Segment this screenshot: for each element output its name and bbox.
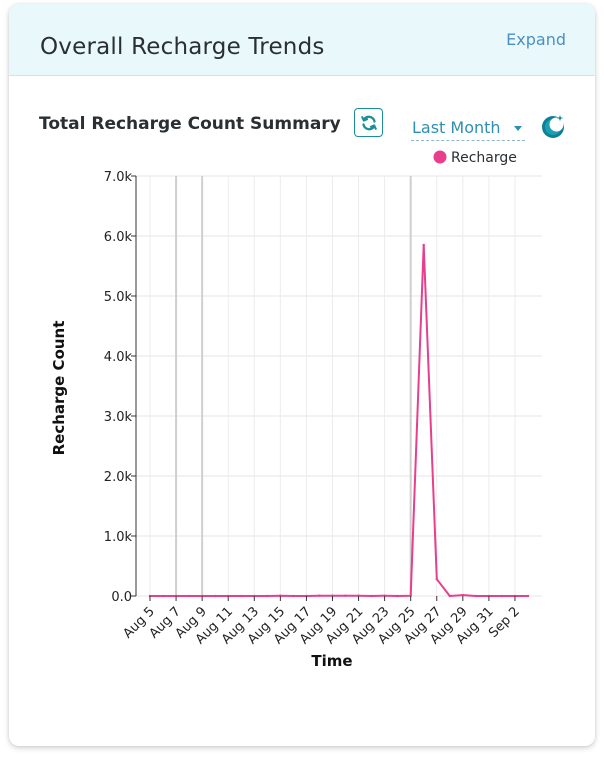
data-point-recharge [161,594,165,598]
data-point-recharge [266,594,269,598]
data-point-recharge [292,594,295,598]
y-tick-label: 5.0k [104,290,133,305]
legend-label-recharge: Recharge [451,150,517,166]
y-tick-label: 0.0 [111,590,132,605]
data-point-recharge [370,594,373,598]
y-tick-label: 2.0k [104,470,133,485]
data-point-recharge [461,593,465,597]
chart-title: Total Recharge Count Summary [39,114,341,134]
data-point-recharge [422,243,425,247]
card-title: Overall Recharge Trends [40,34,325,60]
data-point-recharge [240,594,243,598]
data-point-recharge [474,594,478,598]
data-point-recharge [409,594,412,597]
chevron-down-icon [514,126,522,131]
y-axis-title: Recharge Count [50,321,68,456]
time-range-select[interactable]: Last Month [411,118,525,141]
data-point-recharge [435,578,438,581]
data-point-recharge [279,594,282,597]
data-point-recharge [213,594,217,598]
data-point-recharge [357,594,360,597]
data-point-recharge [396,594,399,598]
recharge-trends-card: Overall Recharge Trends Expand Total Rec… [9,4,595,746]
data-point-recharge [526,594,530,598]
data-point-recharge [331,594,334,597]
y-tick-label: 4.0k [104,350,133,365]
theme-toggle-button[interactable] [541,114,567,140]
card-header: Overall Recharge Trends Expand [9,4,595,76]
expand-link[interactable]: Expand [506,30,566,49]
theme-toggle-icon [542,115,564,138]
refresh-button[interactable] [354,108,383,137]
series-line-recharge [150,244,528,597]
y-tick-label: 1.0k [104,530,133,545]
x-axis-title: Time [311,652,352,670]
legend-marker-recharge [433,150,447,164]
data-point-recharge [187,594,191,598]
y-tick-label: 3.0k [104,410,133,425]
data-point-recharge [448,594,451,598]
data-point-recharge [318,594,321,597]
y-tick-label: 6.0k [104,230,133,245]
y-tick-label: 7.0k [104,170,133,185]
data-point-recharge [500,594,504,598]
time-range-label: Last Month [412,118,501,137]
data-point-recharge [383,594,386,597]
refresh-icon [360,115,377,130]
data-point-recharge [344,594,347,597]
